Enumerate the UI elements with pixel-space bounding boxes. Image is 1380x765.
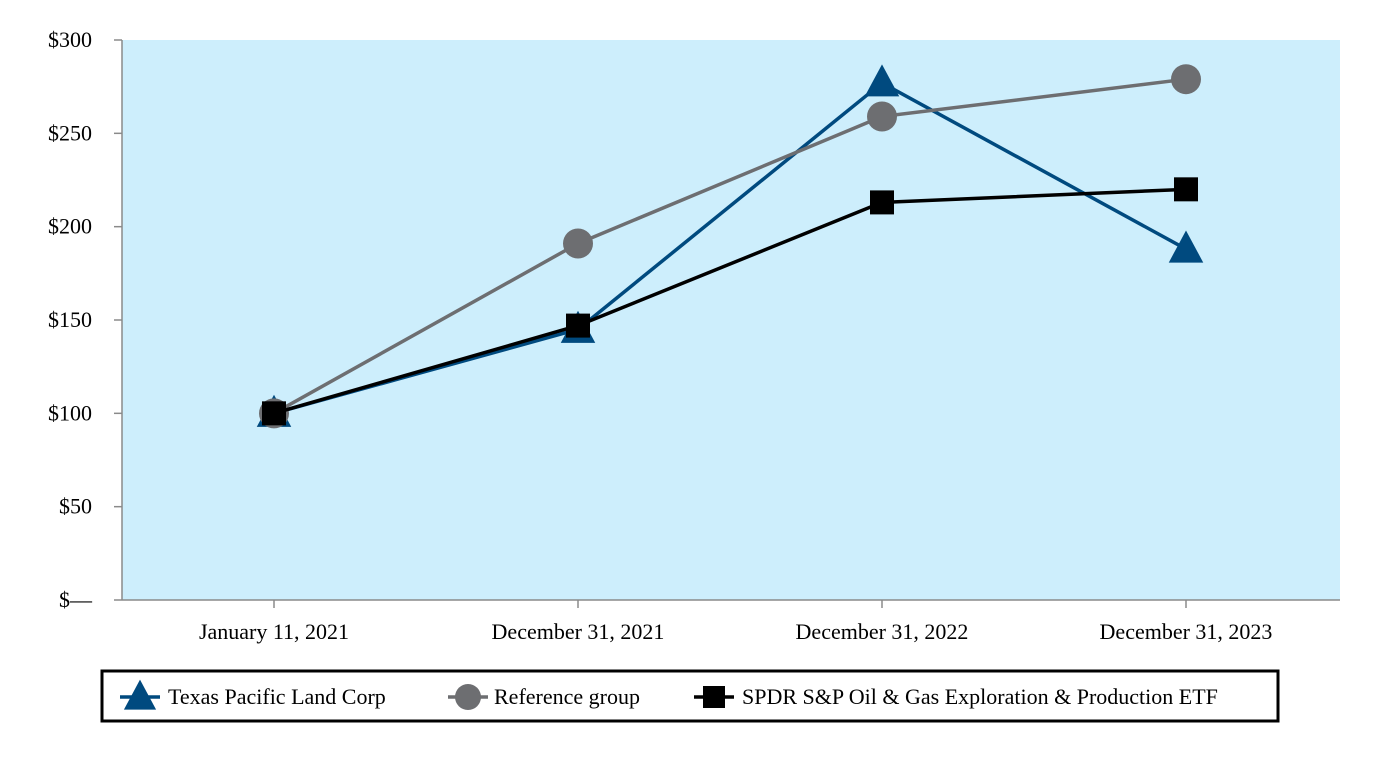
x-tick-label: December 31, 2022 xyxy=(796,619,969,644)
legend-item-2: Reference group xyxy=(448,684,640,710)
triangle-marker xyxy=(1168,230,1204,263)
legend-box xyxy=(100,669,1280,723)
y-tick-label: $300 xyxy=(48,27,92,52)
square-marker xyxy=(262,401,286,426)
legend-label: Texas Pacific Land Corp xyxy=(168,684,386,709)
x-tick-label: December 31, 2023 xyxy=(1100,619,1273,644)
square-marker xyxy=(1174,177,1198,202)
plot-area xyxy=(122,40,1340,600)
circle-marker xyxy=(1171,64,1201,95)
y-tick-label: $50 xyxy=(59,494,92,519)
legend: Texas Pacific Land Corp Reference group SP… xyxy=(100,669,1280,723)
y-tick-label: $150 xyxy=(48,307,92,332)
legend-label: SPDR S&P Oil & Gas Exploration & Product… xyxy=(742,684,1218,709)
square-marker xyxy=(870,190,894,215)
axes: $— $50 $100 $150 $200 $250 $300 January 11, 202… xyxy=(48,27,1340,644)
legend-item-1: Texas Pacific Land Corp xyxy=(120,679,386,710)
circle-marker xyxy=(455,684,481,710)
circle-marker xyxy=(563,228,593,259)
y-tick-label: $250 xyxy=(48,120,92,145)
series-3 xyxy=(262,177,1198,426)
triangle-marker xyxy=(864,64,900,97)
series-line xyxy=(273,81,1187,416)
series-line xyxy=(273,187,1187,416)
series-line xyxy=(273,77,1187,415)
triangle-marker xyxy=(123,679,157,710)
y-tick-label: $100 xyxy=(48,400,92,425)
circle-marker xyxy=(867,101,897,132)
legend-label: Reference group xyxy=(494,684,640,709)
square-marker xyxy=(566,313,590,338)
y-tick-label: $— xyxy=(59,587,93,612)
square-marker xyxy=(703,686,725,708)
legend-item-3: SPDR S&P Oil & Gas Exploration & Product… xyxy=(694,684,1218,709)
plot-background xyxy=(122,40,1340,600)
x-tick-label: January 11, 2021 xyxy=(199,619,349,644)
y-tick-label: $200 xyxy=(48,214,92,239)
x-tick-label: December 31, 2021 xyxy=(492,619,665,644)
series-group xyxy=(256,64,1204,429)
